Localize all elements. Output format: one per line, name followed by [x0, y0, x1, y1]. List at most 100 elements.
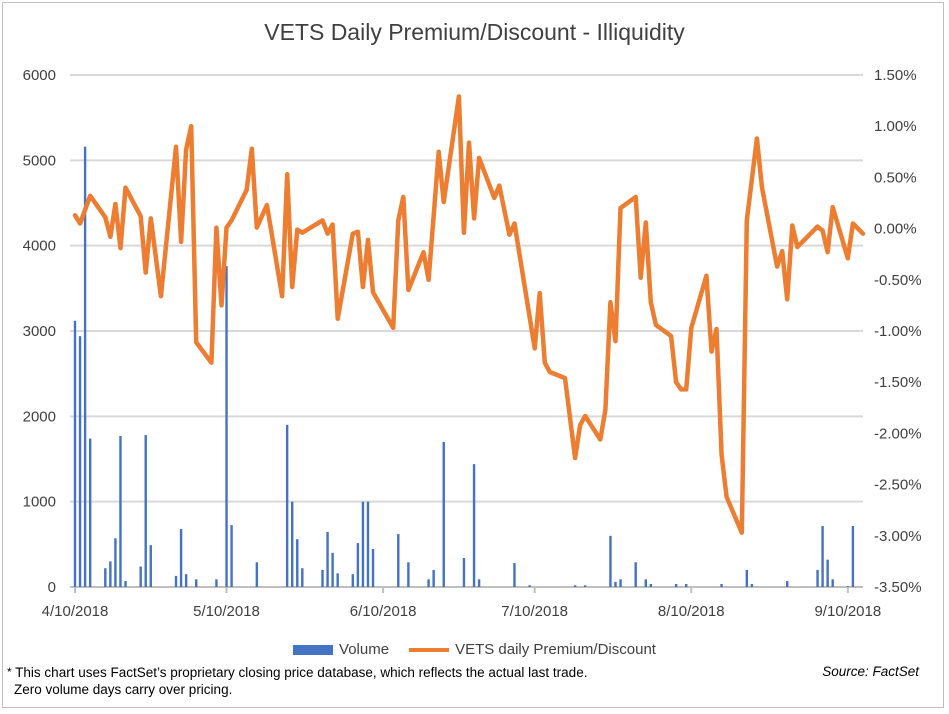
- volume-bar: [296, 539, 299, 587]
- volume-bar: [230, 525, 233, 587]
- y-left-tick-label: 5000: [23, 152, 56, 169]
- volume-bar: [104, 568, 107, 587]
- volume-bar: [124, 581, 127, 587]
- y-right-tick-label: -0.50%: [874, 272, 922, 289]
- volume-bar: [573, 585, 577, 587]
- legend-item-premium: VETS daily Premium/Discount: [409, 641, 656, 658]
- volume-bar: [816, 569, 819, 587]
- volume-bar: [674, 584, 678, 587]
- volume-bar: [351, 574, 355, 587]
- volume-bar: [356, 543, 360, 587]
- volume-bar: [301, 568, 304, 587]
- volume-bar: [331, 552, 334, 587]
- volume-bar: [285, 424, 289, 587]
- y-right-tick-label: 0.50%: [874, 169, 917, 186]
- volume-bar: [644, 579, 647, 587]
- volume-bar: [442, 441, 445, 587]
- x-tick-label: 8/10/2018: [658, 603, 725, 620]
- volume-bar: [634, 562, 637, 587]
- volume-bar: [321, 569, 324, 587]
- legend-swatch-volume: [293, 644, 334, 655]
- volume-bar: [291, 501, 294, 587]
- legend-label-premium: VETS daily Premium/Discount: [455, 641, 656, 658]
- volume-bar: [831, 579, 834, 587]
- volume-bar: [326, 531, 329, 587]
- volume-bar: [846, 586, 850, 587]
- y-left-tick-label: 0: [48, 579, 56, 596]
- legend: Volume VETS daily Premium/Discount: [0, 641, 949, 658]
- volume-bar: [149, 545, 152, 587]
- y-left-tick-label: 3000: [23, 323, 56, 340]
- volume-bar: [88, 438, 92, 587]
- y-right-tick-label: 1.00%: [874, 118, 917, 135]
- x-tick-label: 7/10/2018: [501, 603, 568, 620]
- volume-bar: [184, 574, 188, 587]
- y-left-tick-label: 4000: [23, 238, 56, 255]
- volume-bar: [513, 563, 516, 587]
- volume-bar: [109, 561, 112, 587]
- volume-bar: [397, 534, 400, 587]
- legend-item-volume: Volume: [293, 641, 389, 658]
- y-right-tick-label: -3.00%: [874, 528, 922, 545]
- volume-bar: [83, 146, 87, 587]
- y-right-tick-label: -2.50%: [874, 477, 922, 494]
- volume-bar: [179, 528, 183, 587]
- volume-bar: [583, 585, 587, 587]
- volume-bar: [649, 584, 653, 587]
- x-tick-label: 6/10/2018: [350, 603, 417, 620]
- footnote-marker: *: [7, 665, 12, 679]
- x-tick-label: 5/10/2018: [193, 603, 260, 620]
- volume-bar: [609, 535, 612, 587]
- volume-bar: [174, 575, 178, 587]
- volume-bar: [427, 579, 430, 587]
- volume-bar: [139, 566, 142, 587]
- volume-bar: [366, 501, 370, 587]
- volume-bar: [462, 557, 466, 587]
- volume-bar: [432, 569, 435, 587]
- volume-bar: [255, 562, 259, 587]
- footnote-line1: This chart uses FactSet’s proprietary cl…: [11, 665, 588, 680]
- y-right-tick-label: -1.50%: [874, 374, 922, 391]
- y-left-tick-label: 6000: [23, 67, 56, 84]
- chart-title: VETS Daily Premium/Discount - Illiquidit…: [264, 19, 685, 45]
- y-left-tick-label: 1000: [23, 494, 56, 511]
- volume-bar: [371, 549, 375, 587]
- volume-bar: [477, 579, 481, 587]
- volume-bar: [78, 336, 82, 587]
- volume-bar: [826, 559, 829, 587]
- volume-bar: [685, 584, 688, 587]
- volume-bar: [73, 320, 77, 587]
- volume-bar: [144, 435, 147, 587]
- y-right-tick-label: -2.00%: [874, 425, 922, 442]
- footnote-line2: Zero volume days carry over pricing.: [14, 682, 233, 697]
- volume-bar: [361, 501, 365, 587]
- legend-label-volume: Volume: [339, 641, 390, 658]
- y-right-tick-label: 0.00%: [874, 221, 917, 238]
- y-right-tick-label: -3.50%: [874, 579, 922, 596]
- volume-bar: [225, 266, 228, 587]
- volume-bar: [720, 584, 723, 587]
- volume-bar: [407, 562, 410, 587]
- volume-bar: [215, 579, 218, 587]
- volume-bar: [614, 581, 617, 587]
- volume-bar: [786, 581, 789, 587]
- volume-bar: [851, 525, 855, 587]
- volume-bar: [336, 573, 339, 587]
- x-tick-label: 4/10/2018: [42, 603, 109, 620]
- volume-bar: [114, 538, 117, 587]
- source-note: Source: FactSet: [822, 664, 919, 679]
- volume-bar: [750, 584, 754, 587]
- legend-swatch-premium: [409, 647, 450, 652]
- volume-bar: [472, 464, 476, 587]
- footnote: * This chart uses FactSet’s proprietary …: [7, 664, 587, 698]
- volume-bar: [821, 525, 824, 587]
- volume-bar: [195, 579, 198, 587]
- y-left-tick-label: 2000: [23, 408, 56, 425]
- volume-bar: [119, 435, 122, 587]
- volume-bar: [745, 569, 749, 587]
- volume-bar: [619, 579, 622, 587]
- y-right-tick-label: -1.00%: [874, 323, 922, 340]
- y-right-tick-label: 1.50%: [874, 67, 917, 84]
